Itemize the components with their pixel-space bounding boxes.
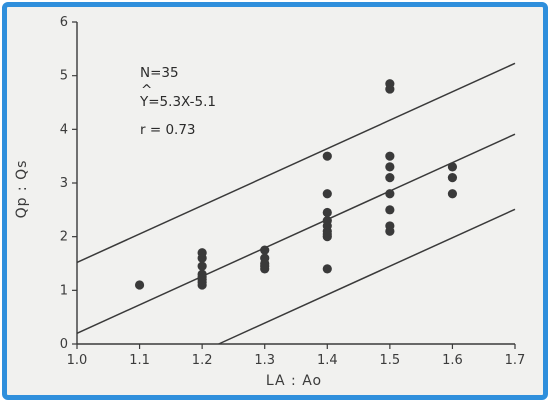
data-point [385, 205, 395, 215]
tick-labels: 1.0 1.1 1.2 1.3 1.4 1.5 1.6 1.7 0 1 2 3 4 5 6 [60, 15, 526, 368]
y-tick-label: 3 [60, 176, 68, 191]
data-point [385, 173, 395, 183]
data-point [385, 162, 395, 172]
x-tick-label: 1.0 [67, 353, 88, 368]
annotation-n: N=35 [140, 65, 179, 81]
x-tick-label: 1.5 [380, 353, 401, 368]
y-axis-label: Qp : Qs [14, 160, 30, 219]
data-point [197, 261, 207, 271]
y-tick-label: 1 [60, 283, 68, 298]
x-tick-label: 1.4 [317, 353, 338, 368]
y-tick-label: 4 [60, 122, 68, 137]
x-tick-label: 1.2 [192, 353, 213, 368]
regression-lines [76, 62, 516, 345]
x-tick-label: 1.1 [129, 353, 150, 368]
data-point [260, 261, 270, 271]
data-point [322, 151, 332, 161]
y-tick-label: 0 [60, 337, 68, 352]
axes [72, 21, 516, 349]
data-point [385, 221, 395, 231]
data-point [322, 189, 332, 199]
data-point [385, 151, 395, 161]
data-point [385, 189, 395, 199]
upper-bound-line [76, 62, 516, 264]
y-tick-label: 5 [60, 69, 68, 84]
data-point [322, 207, 332, 218]
data-point [447, 162, 458, 172]
data-point [447, 189, 458, 199]
data-point [447, 173, 458, 183]
data-point [322, 264, 332, 274]
y-tick-label: 6 [60, 15, 68, 30]
data-points [134, 79, 458, 290]
regression-line [76, 133, 516, 334]
data-point [385, 79, 395, 89]
lower-bound-line [218, 208, 516, 345]
data-point [197, 272, 207, 282]
x-tick-label: 1.3 [254, 353, 275, 368]
annotation-equation: Y=5.3X-5.1 [139, 94, 216, 110]
x-axis-label: LA : Ao [266, 373, 322, 389]
x-tick-label: 1.6 [442, 353, 463, 368]
data-point [134, 280, 145, 290]
data-point [322, 229, 332, 239]
data-point [322, 215, 332, 226]
data-point [260, 253, 270, 263]
annotation-r: r = 0.73 [140, 122, 196, 138]
data-point [260, 245, 270, 255]
x-tick-label: 1.7 [505, 353, 526, 368]
annotation-hat: ^ [141, 82, 152, 98]
y-tick-label: 2 [60, 230, 68, 245]
data-point [197, 248, 207, 258]
